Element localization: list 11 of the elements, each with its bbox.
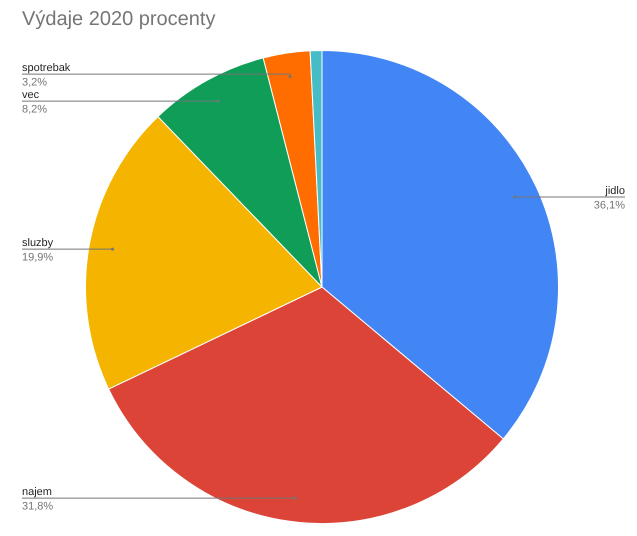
data-label: 36,1% xyxy=(594,200,626,212)
slice-label: najem xyxy=(22,486,52,498)
data-label: 3,2% xyxy=(22,76,48,89)
data-label: 8,2% xyxy=(22,104,48,116)
slice-label: spotrebak xyxy=(22,62,71,74)
data-label: 31,8% xyxy=(22,500,54,513)
slice-label: vec xyxy=(22,89,40,102)
data-label: 19,9% xyxy=(22,252,54,264)
chart-title: Výdaje 2020 procenty xyxy=(22,8,216,31)
slice-label: sluzby xyxy=(22,237,54,250)
slice-label: jidlo xyxy=(604,184,625,197)
